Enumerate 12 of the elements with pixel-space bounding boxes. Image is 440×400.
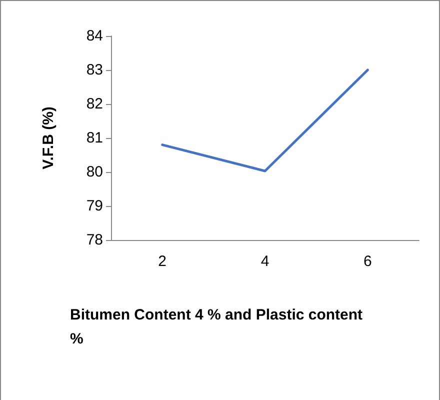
x-tick-label: 6 [363, 253, 372, 270]
y-tick-label: 81 [86, 130, 103, 146]
x-axis-title: Bitumen Content 4 % and Plastic content % [70, 306, 367, 348]
x-tick-label: 2 [158, 253, 167, 270]
y-tick-label: 83 [86, 62, 103, 78]
y-tick-label: 79 [86, 198, 103, 214]
y-tick-label: 78 [86, 232, 103, 248]
y-tick-label: 80 [86, 164, 103, 180]
y-tick-label: 84 [86, 28, 103, 44]
y-axis-title: V.F.B (%) [40, 106, 57, 170]
x-tick-label: 4 [260, 253, 270, 270]
y-tick-label: 82 [86, 96, 103, 112]
